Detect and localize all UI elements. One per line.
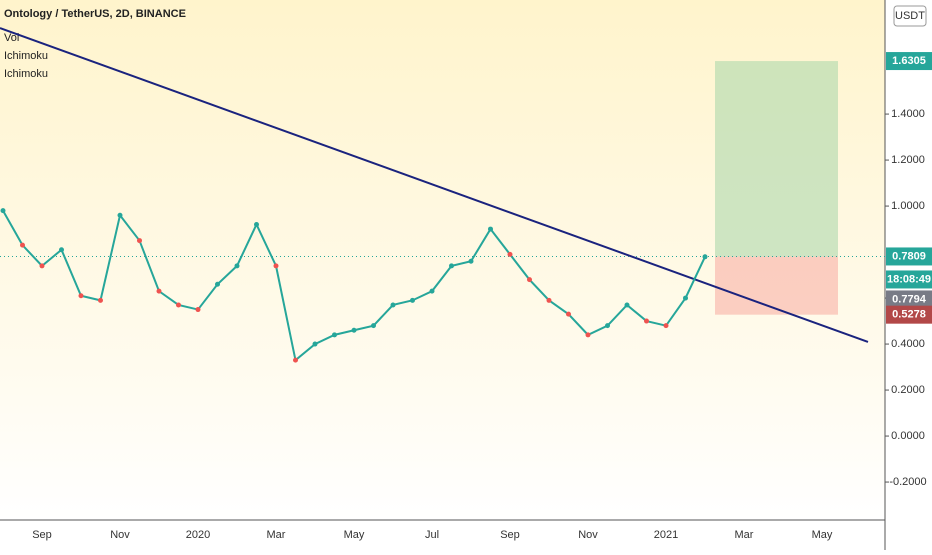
x-tick-label: Sep xyxy=(500,529,520,541)
indicator-label: Ichimoku xyxy=(4,50,48,62)
price-point xyxy=(254,221,259,227)
price-point xyxy=(585,332,591,338)
y-tick-label: 0.2000 xyxy=(891,384,925,396)
price-point xyxy=(351,327,357,333)
price-point xyxy=(0,208,6,214)
x-tick-label: 2021 xyxy=(654,529,678,541)
price-point xyxy=(527,277,532,283)
last-price-label: 0.7794 xyxy=(892,293,927,305)
x-tick-label: 2020 xyxy=(186,529,210,541)
price-point xyxy=(429,288,435,294)
price-point xyxy=(293,357,298,363)
price-point xyxy=(605,323,610,329)
price-point xyxy=(546,297,552,303)
price-point xyxy=(488,226,493,232)
price-point xyxy=(176,302,181,308)
indicator-label: Vol xyxy=(4,32,19,44)
chart-title: Ontology / TetherUS, 2D, BINANCE xyxy=(4,8,186,20)
price-point xyxy=(371,323,376,329)
axis-background xyxy=(0,520,885,550)
price-point xyxy=(59,247,64,253)
x-tick-label: Nov xyxy=(578,529,598,541)
price-point xyxy=(468,258,474,264)
y-tick-label: 0.4000 xyxy=(891,338,925,350)
price-point xyxy=(390,302,396,308)
target-label-box xyxy=(886,52,932,71)
price-point xyxy=(117,212,123,218)
price-point xyxy=(78,293,84,299)
price-point xyxy=(566,311,571,317)
currency-button[interactable] xyxy=(893,5,927,27)
indicator-label: Ichimoku xyxy=(4,68,48,80)
price-point xyxy=(156,288,162,294)
price-point xyxy=(644,318,649,324)
trendline xyxy=(0,27,869,343)
countdown: 18:08:49 xyxy=(887,273,931,285)
price-point xyxy=(215,281,220,287)
price-point xyxy=(683,295,688,301)
price-point xyxy=(98,297,103,303)
y-tick-label: 1.4000 xyxy=(891,108,925,120)
price-point xyxy=(507,251,513,257)
y-tick-label: 0.0000 xyxy=(891,430,925,442)
x-tick-label: Mar xyxy=(267,529,286,541)
price-point xyxy=(273,263,279,269)
profit-zone xyxy=(715,61,838,257)
entry-label-box xyxy=(886,247,932,266)
x-tick-label: May xyxy=(812,529,833,541)
x-tick-label: Mar xyxy=(735,529,754,541)
y-tick-label: 1.2000 xyxy=(891,154,925,166)
price-point xyxy=(20,242,25,248)
price-point xyxy=(702,254,708,260)
price-point xyxy=(332,332,337,338)
price-point xyxy=(234,263,240,269)
price-point xyxy=(137,238,142,244)
x-tick-label: Nov xyxy=(110,529,130,541)
stop-label-box xyxy=(886,305,932,324)
x-tick-label: Jul xyxy=(425,529,439,541)
currency-label: USDT xyxy=(895,10,925,22)
entry-label: 0.7809 xyxy=(892,250,926,262)
price-point xyxy=(663,323,669,329)
price-point xyxy=(449,263,454,269)
target-label: 1.6305 xyxy=(892,55,926,67)
countdown-box xyxy=(886,270,932,289)
price-point xyxy=(312,341,318,347)
x-tick-label: Sep xyxy=(32,529,52,541)
y-tick-label: -0.2000 xyxy=(889,476,926,488)
stop-label: 0.5278 xyxy=(892,309,926,321)
price-point xyxy=(410,297,415,303)
price-point xyxy=(624,302,630,308)
price-point xyxy=(39,263,45,269)
last-price-label-box xyxy=(886,290,932,309)
y-tick-label: 1.0000 xyxy=(891,200,925,212)
x-tick-label: May xyxy=(344,529,365,541)
loss-zone xyxy=(715,256,838,315)
price-point xyxy=(195,307,201,313)
